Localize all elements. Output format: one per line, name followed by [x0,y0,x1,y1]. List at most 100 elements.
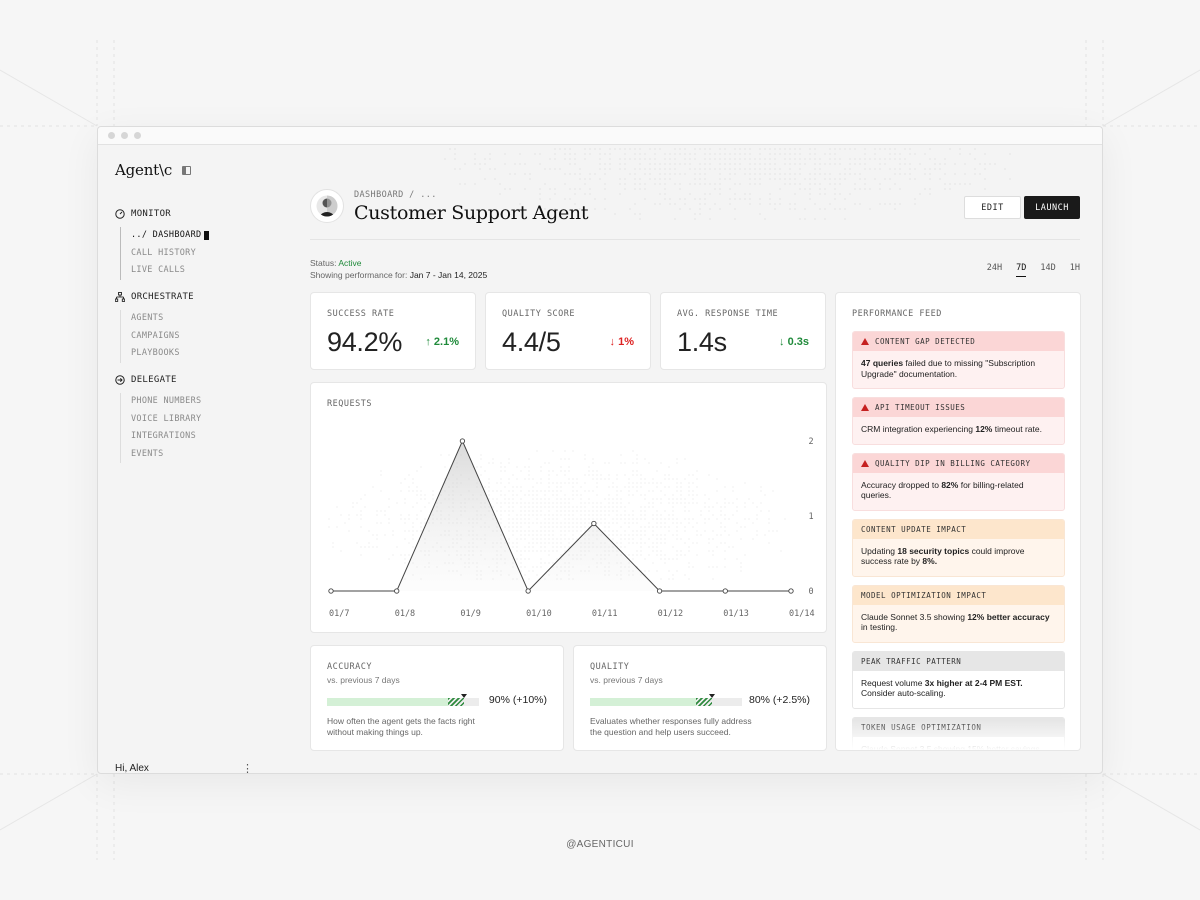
sidebar-item-campaigns[interactable]: CAMPAIGNS [131,328,194,346]
window-dot-maximize[interactable] [134,132,141,139]
feed-item-text: timeout rate. [992,424,1042,434]
requests-point-01-9[interactable] [460,439,464,443]
tab-7d[interactable]: 7D [1016,263,1026,277]
feed-item-body: Request volume 3x higher at 2-4 PM EST. … [853,671,1064,708]
app-logo: Agent\c [115,161,172,179]
user-row: Hi, Alex ⋮ [115,762,253,774]
feed-item-body: Accuracy dropped to 82% for billing-rela… [853,473,1064,510]
requests-point-01-14[interactable] [789,589,793,593]
sidebar-item-call-history[interactable]: CALL HISTORY [131,245,209,263]
sidebar-item-label: ../ DASHBOARD [131,227,201,245]
feed-item[interactable]: CONTENT GAP DETECTED 47 queries failed du… [852,331,1065,389]
tab-14d[interactable]: 14D [1040,263,1055,277]
window-titlebar [98,127,1102,145]
quality-bar-track [590,698,742,706]
period-value: Jan 7 - Jan 14, 2025 [410,270,488,280]
sidebar-item-playbooks[interactable]: PLAYBOOKS [131,345,194,363]
nav-section-monitor: MONITOR ../ DASHBOARD CALL HISTORY LIVE … [115,207,209,280]
nav-head-orchestrate[interactable]: ORCHESTRATE [115,290,194,304]
y-tick-label: 0 [808,587,813,597]
feed-item-body: Updating 18 security topics could improv… [853,539,1064,576]
accuracy-value: 90% (+10%) [489,694,547,706]
quality-card: QUALITY vs. previous 7 days 80% (+2.5%) … [573,645,827,751]
sidebar-item-label: VOICE LIBRARY [131,411,201,429]
sidebar-item-dashboard[interactable]: ../ DASHBOARD [131,227,209,245]
page-title: Customer Support Agent [354,202,588,224]
sidebar-item-integrations[interactable]: INTEGRATIONS [131,428,201,446]
status-badge: Active [338,258,361,268]
requests-point-01-8[interactable] [395,589,399,593]
sidebar-item-events[interactable]: EVENTS [131,446,201,464]
sidebar-item-phone-numbers[interactable]: PHONE NUMBERS [131,393,201,411]
requests-point-01-13[interactable] [723,589,727,593]
accuracy-label: ACCURACY [327,662,547,672]
feed-item-text: Claude Sonnet 3.5 showing [861,612,967,622]
metric-delta: ↓ 0.3s [779,336,809,348]
feed-item-text: Consider auto-scaling. [861,688,946,698]
quality-desc: Evaluates whether responses fully addres… [590,716,760,738]
main-content: DASHBOARD / ... Customer Support Agent E… [310,145,1080,773]
period-line: Showing performance for: Jan 7 - Jan 14,… [310,269,487,281]
feed-item[interactable]: API TIMEOUT ISSUES CRM integration experi… [852,397,1065,445]
feed-item-header: MODEL OPTIMIZATION IMPACT [853,586,1064,605]
breadcrumb[interactable]: DASHBOARD / ... [354,190,437,200]
nav-items-orchestrate: AGENTS CAMPAIGNS PLAYBOOKS [120,310,194,363]
metric-card-success-rate: SUCCESS RATE 94.2% ↑ 2.1% [310,292,476,370]
nav-head-monitor[interactable]: MONITOR [115,207,209,221]
feed-item-title: MODEL OPTIMIZATION IMPACT [861,591,986,600]
window-dot-close[interactable] [108,132,115,139]
quality-bar-row: 80% (+2.5%) [590,694,810,710]
chart-dot-halo [328,450,785,579]
feed-item-header: API TIMEOUT ISSUES [853,398,1064,417]
feed-item[interactable]: PEAK TRAFFIC PATTERN Request volume 3x hi… [852,651,1065,709]
feed-item-text: CRM integration experiencing [861,424,975,434]
requests-point-01-7[interactable] [329,589,333,593]
metric-label: QUALITY SCORE [502,309,634,319]
accuracy-bar-row: 90% (+10%) [327,694,547,710]
time-range-tabs: 24H 7D 14D 1H [987,263,1080,277]
accuracy-card: ACCURACY vs. previous 7 days 90% (+10%) … [310,645,564,751]
requests-point-01-11[interactable] [592,521,596,525]
metric-label: SUCCESS RATE [327,309,459,319]
quality-bar-hatch [696,698,712,706]
x-tick-label: 01/7 [329,609,349,619]
sidebar-item-label: PHONE NUMBERS [131,393,201,411]
feed-item[interactable]: QUALITY DIP IN BILLING CATEGORY Accuracy … [852,453,1065,511]
sidebar: Agent\c MONITOR ../ DASHBOARD CALL HISTO… [98,145,288,773]
requests-point-01-10[interactable] [526,589,530,593]
window-dot-minimize[interactable] [121,132,128,139]
nav-head-label: MONITOR [131,209,171,219]
sidebar-item-voice-library[interactable]: VOICE LIBRARY [131,411,201,429]
edit-button[interactable]: EDIT [964,196,1021,219]
sidebar-item-label: CAMPAIGNS [131,328,180,346]
accuracy-marker-icon [461,694,467,698]
nav-section-orchestrate: ORCHESTRATE AGENTS CAMPAIGNS PLAYBOOKS [115,290,194,363]
sidebar-item-label: EVENTS [131,446,164,464]
period-label: Showing performance for: [310,270,407,280]
sidebar-item-agents[interactable]: AGENTS [131,310,194,328]
feed-item-emphasis: 8%. [922,556,937,566]
metric-value: 1.4s [677,327,727,358]
feed-item-emphasis: 82% [941,480,958,490]
feed-list: CONTENT GAP DETECTED 47 queries failed du… [852,331,1065,751]
x-tick-label: 01/9 [460,609,480,619]
sidebar-item-live-calls[interactable]: LIVE CALLS [131,262,209,280]
feed-item[interactable]: CONTENT UPDATE IMPACT Updating 18 securit… [852,519,1065,577]
feed-item-header: PEAK TRAFFIC PATTERN [853,652,1064,671]
feed-item-text: Accuracy dropped to [861,480,941,490]
delegate-icon [115,375,125,385]
accuracy-bar-fill [327,698,448,706]
requests-point-01-12[interactable] [657,589,661,593]
nav-head-delegate[interactable]: DELEGATE [115,373,201,387]
user-greeting: Hi, Alex [115,763,149,774]
metric-delta: ↑ 2.1% [425,336,459,348]
launch-button[interactable]: LAUNCH [1024,196,1080,219]
accuracy-bar-track [327,698,479,706]
agent-avatar [310,189,344,223]
sidebar-toggle-icon[interactable] [182,166,191,175]
tab-1h[interactable]: 1H [1070,263,1080,277]
user-menu-icon[interactable]: ⋮ [242,762,253,774]
tab-24h[interactable]: 24H [987,263,1002,277]
status-label: Status: [310,258,336,268]
feed-item[interactable]: MODEL OPTIMIZATION IMPACT Claude Sonnet 3… [852,585,1065,643]
